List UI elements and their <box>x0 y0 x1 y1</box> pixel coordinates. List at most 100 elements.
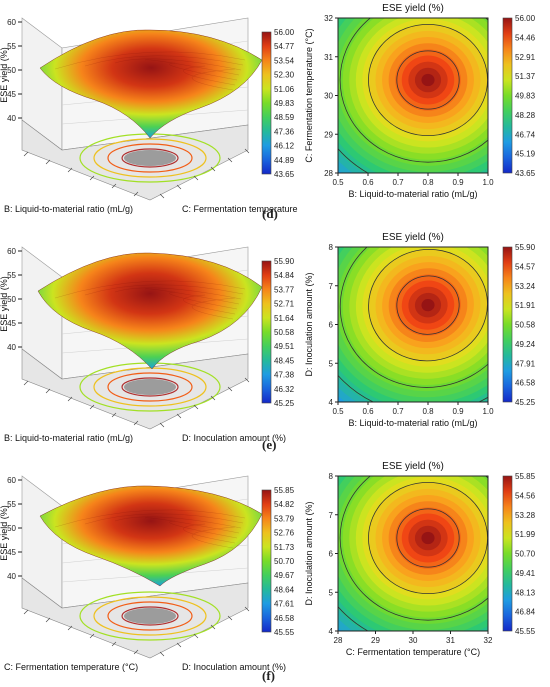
floor-tick-x <box>89 404 95 410</box>
x-tick-label: 0.5 <box>332 407 344 416</box>
mesh-line <box>84 55 244 67</box>
y-tick-label: 4 <box>329 627 334 636</box>
mesh-line <box>169 520 238 539</box>
colorbar <box>502 475 513 632</box>
mesh-line <box>183 294 236 315</box>
y-axis-title: C: Fermentation temperature (°C) <box>304 28 314 162</box>
colorbar-label: 53.28 <box>515 511 536 520</box>
y-axis-title: C: Fermentation temperature (°C) <box>182 204 300 214</box>
floor-tick-x <box>67 396 73 402</box>
floor-tick-y <box>244 377 250 383</box>
x-tick-label: 0.9 <box>452 407 464 416</box>
floor-tick-x <box>89 633 95 639</box>
colorbar-label: 46.58 <box>515 379 536 388</box>
colorbar-label: 49.24 <box>515 340 536 349</box>
x-tick-label: 0.8 <box>422 178 434 187</box>
z-tick-label: 55 <box>7 42 16 51</box>
contour-plot-f: ESE yield (%) 28 29 30 31 32 C: Fermentation t… <box>304 461 536 657</box>
panel-e: 60 55 50 45 40 ESE yield (%) B: Liquid-to-mate… <box>0 229 550 458</box>
colorbar-label: 45.25 <box>274 399 295 408</box>
colorbar <box>261 31 272 175</box>
colorbar-label: 52.91 <box>515 53 536 62</box>
colorbar-label: 49.41 <box>515 569 536 578</box>
colorbar <box>502 17 513 174</box>
z-tick-label: 50 <box>7 524 16 533</box>
y-axis-title: D: Inoculation amount (%) <box>182 433 286 443</box>
panel-d: 60 55 50 45 40 ESE yield (%) B: Liquid-to-mate… <box>0 0 550 229</box>
x-tick-label: 32 <box>484 636 493 645</box>
z-tick-label: 45 <box>7 548 16 557</box>
contour-plot-e: ESE yield (%) 0.5 0.6 0.7 0.8 0.9 1.0 B: Liquid… <box>304 232 536 428</box>
colorbar-label: 49.51 <box>274 342 295 351</box>
x-axis-title: B: Liquid-to-material ratio (mL/g) <box>348 189 477 199</box>
colorbar-label: 46.74 <box>515 130 536 139</box>
floor-tick-x <box>111 412 117 418</box>
colorbar-label: 51.91 <box>515 301 536 310</box>
y-tick-label: 5 <box>329 359 334 368</box>
contour-band <box>421 73 435 87</box>
x-tick-label: 0.7 <box>392 407 404 416</box>
colorbar-label: 44.89 <box>274 156 295 165</box>
surface-plot-d: 60 55 50 45 40 ESE yield (%) B: Liquid-to-mate… <box>0 17 300 214</box>
floor-tick-y <box>193 175 199 181</box>
contour-line <box>396 508 460 568</box>
colorbar-label: 56.00 <box>274 28 295 37</box>
floor-tick-y <box>159 651 165 657</box>
colorbar-label: 50.70 <box>274 557 295 566</box>
floor-tick-y <box>176 413 182 419</box>
x-tick-label: 29 <box>371 636 380 645</box>
floor-tick-x <box>45 388 51 394</box>
y-tick-label: 32 <box>324 14 333 23</box>
y-tick-label: 29 <box>324 130 333 139</box>
z-tick-label: 40 <box>7 572 16 581</box>
surface-plot-f: 60 55 50 45 40 ESE yield (%) C: Fermentation t… <box>0 475 295 672</box>
y-tick-label: 5 <box>329 588 334 597</box>
contour-line <box>396 50 460 110</box>
colorbar-label: 50.58 <box>274 328 295 337</box>
colorbar-label: 54.46 <box>515 33 536 42</box>
floor-contours <box>79 591 221 641</box>
mesh-line <box>114 516 242 529</box>
floor-optimum-patch <box>124 379 176 395</box>
z-axis-title: ESE yield (%) <box>0 505 9 561</box>
colorbar-label: 48.28 <box>515 111 536 120</box>
floor-tick-y <box>227 386 233 392</box>
mesh-line <box>54 280 246 299</box>
colorbar-label: 55.90 <box>274 257 295 266</box>
floor-optimum-patch <box>124 150 176 166</box>
floor-contour-line <box>93 596 207 636</box>
floor-tick-y <box>193 404 199 410</box>
colorbar <box>261 260 272 404</box>
x-tick-label: 1.0 <box>482 407 494 416</box>
floor-tick-x <box>23 609 29 615</box>
floor-optimum-patch <box>124 608 176 624</box>
floor-tick-x <box>133 191 139 197</box>
contour-line <box>368 248 488 362</box>
colorbar-label: 46.12 <box>274 142 295 151</box>
panel-label-d: (d) <box>262 206 278 221</box>
x-tick-label: 0.9 <box>452 178 464 187</box>
contour-title: ESE yield (%) <box>382 232 444 243</box>
floor-contours <box>79 133 221 183</box>
colorbar-label: 43.65 <box>515 169 536 178</box>
colorbar <box>261 489 272 633</box>
panel-label-f: (f) <box>262 668 275 683</box>
z-axis-title: ESE yield (%) <box>0 276 9 332</box>
floor-tick-y <box>210 166 216 172</box>
floor-tick-x <box>23 380 29 386</box>
colorbar-label: 52.30 <box>274 71 295 80</box>
z-tick-label: 55 <box>7 271 16 280</box>
colorbar-label: 47.61 <box>274 600 295 609</box>
colorbar-label: 43.65 <box>274 170 295 179</box>
colorbar-label: 53.77 <box>274 285 295 294</box>
colorbar-label: 51.99 <box>515 530 536 539</box>
y-tick-label: 30 <box>324 92 333 101</box>
z-tick-label: 45 <box>7 319 16 328</box>
floor-tick-y <box>244 606 250 612</box>
colorbar-label: 48.59 <box>274 113 295 122</box>
colorbar <box>502 246 513 403</box>
y-tick-label: 6 <box>329 321 334 330</box>
mesh-line <box>169 62 238 81</box>
floor-tick-y <box>227 615 233 621</box>
floor-tick-x <box>111 641 117 647</box>
